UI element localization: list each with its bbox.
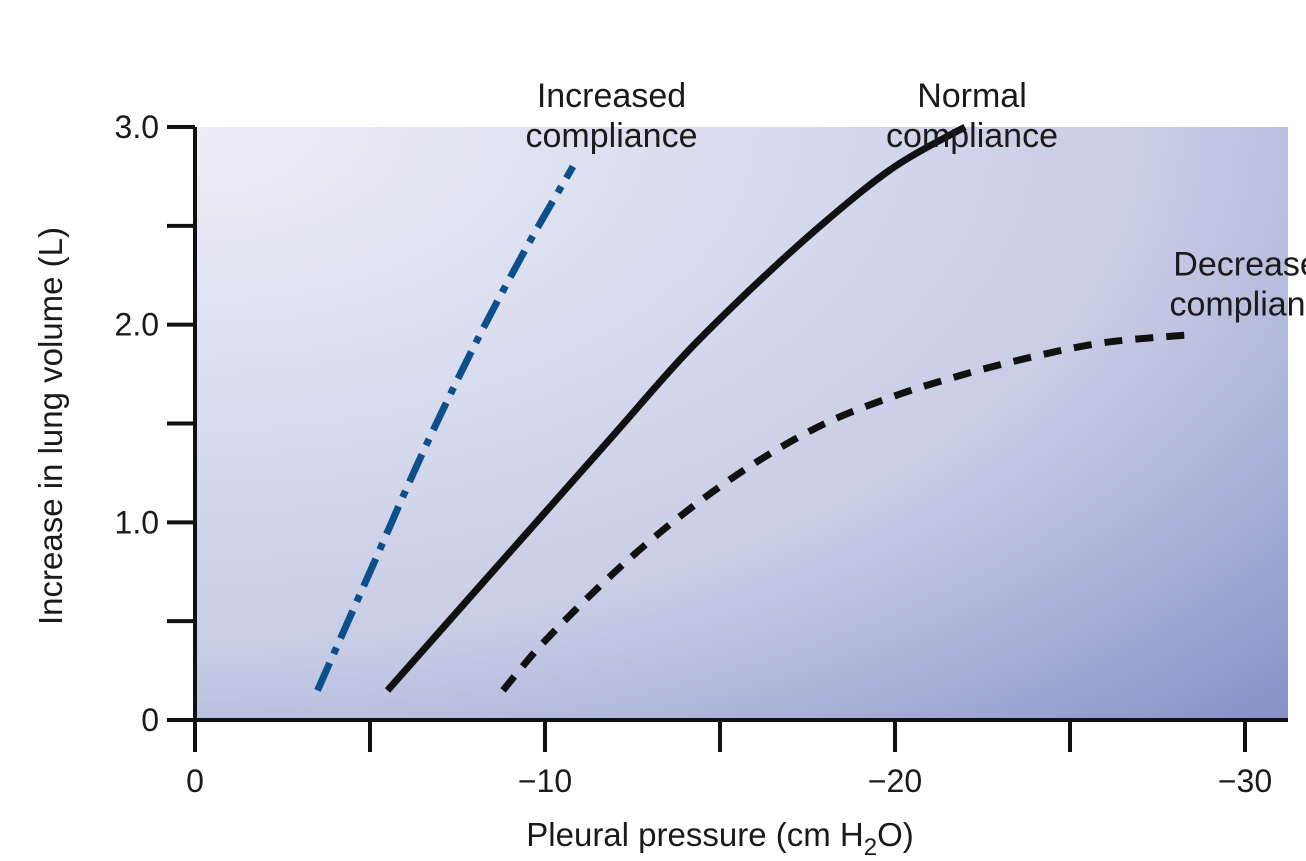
y-axis-title: Increase in lung volume (L) [32, 227, 69, 625]
increased-compliance-label-line: Increased [537, 77, 686, 115]
x-tick-label: 0 [186, 763, 204, 799]
y-tick-label: 0 [141, 702, 159, 738]
plot-area [195, 127, 1288, 720]
normal-compliance-label-line: compliance [886, 117, 1058, 155]
x-tick-label: −30 [1218, 763, 1272, 799]
increased-compliance-label: Increased compliance [526, 77, 698, 155]
y-tick-label: 3.0 [115, 109, 159, 145]
increased-compliance-label-line: compliance [526, 117, 698, 155]
normal-compliance-line [384, 123, 967, 693]
y-tick-label: 2.0 [115, 307, 159, 343]
normal-compliance-label-line: Normal [917, 77, 1027, 115]
y-tick-label: 1.0 [115, 504, 159, 540]
series-lines [314, 123, 1193, 693]
decreased-compliance-label-line: compliance [1170, 285, 1306, 323]
increased-compliance-line [314, 164, 577, 692]
x-axis-title: Pleural pressure (cm H2O) [526, 816, 913, 861]
x-tick-label: −20 [868, 763, 922, 799]
ticks [167, 125, 1247, 752]
decreased-compliance-label-line: Decreased [1173, 245, 1306, 283]
tick-labels: 0 −10 −20 −30 0 1.0 2.0 3.0 [115, 109, 1273, 799]
decreased-compliance-label: Decreasedcompliance [1170, 245, 1306, 323]
decreased-compliance-line [500, 331, 1193, 693]
normal-compliance-label: Normal compliance [886, 77, 1058, 155]
x-tick-label: −10 [518, 763, 572, 799]
